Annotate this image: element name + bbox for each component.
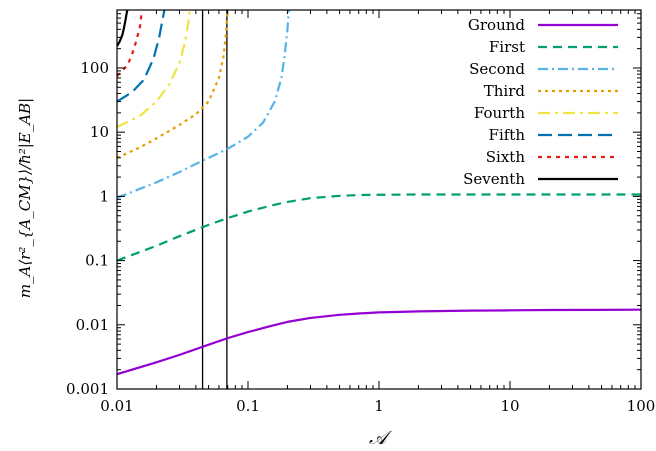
plot-frame bbox=[116, 9, 642, 390]
y-tick-label: 0.1 bbox=[85, 252, 109, 270]
series-line-first bbox=[117, 193, 641, 262]
y-axis-label: m_A⟨r²_{A_CM}⟩/ħ²|E_AB| bbox=[16, 98, 34, 298]
y-ticks: 0.001 0.01 0.1 1 10 100 bbox=[66, 9, 641, 398]
legend-label-first: First bbox=[489, 38, 525, 56]
y-tick-label: 0.001 bbox=[66, 380, 109, 398]
legend-label-fifth: Fifth bbox=[489, 126, 526, 144]
series-lines bbox=[117, 10, 641, 376]
x-tick-label: 0.1 bbox=[236, 397, 260, 415]
y-tick-label: 1 bbox=[99, 187, 109, 205]
x-axis-label: 𝒜 bbox=[369, 427, 393, 449]
axes bbox=[116, 9, 642, 390]
series-line-seventh bbox=[117, 10, 129, 47]
y-tick-label: 0.01 bbox=[76, 316, 109, 334]
y-tick-label: 100 bbox=[80, 59, 109, 77]
legend-label-seventh: Seventh bbox=[463, 170, 525, 188]
x-tick-label: 0.01 bbox=[100, 397, 133, 415]
legend-label-third: Third bbox=[484, 82, 526, 100]
x-ticks: 0.01 0.1 1 10 100 bbox=[100, 10, 655, 415]
series-line-third bbox=[117, 10, 229, 159]
vertical-lines bbox=[201, 10, 228, 389]
legend-label-second: Second bbox=[469, 60, 525, 78]
y-tick-label: 10 bbox=[90, 123, 109, 141]
series-line-ground bbox=[117, 308, 641, 376]
legend-label-ground: Ground bbox=[468, 16, 526, 34]
legend-label-sixth: Sixth bbox=[486, 148, 526, 166]
x-tick-label: 100 bbox=[627, 397, 656, 415]
series-line-sixth bbox=[117, 10, 144, 77]
x-tick-label: 10 bbox=[500, 397, 519, 415]
x-tick-label: 1 bbox=[374, 397, 384, 415]
series-line-fourth bbox=[117, 10, 191, 129]
legend-label-fourth: Fourth bbox=[474, 104, 525, 122]
series-line-second bbox=[117, 10, 290, 199]
legend: Ground First Second Third Fourth Fifth Sixth Se… bbox=[463, 16, 618, 188]
